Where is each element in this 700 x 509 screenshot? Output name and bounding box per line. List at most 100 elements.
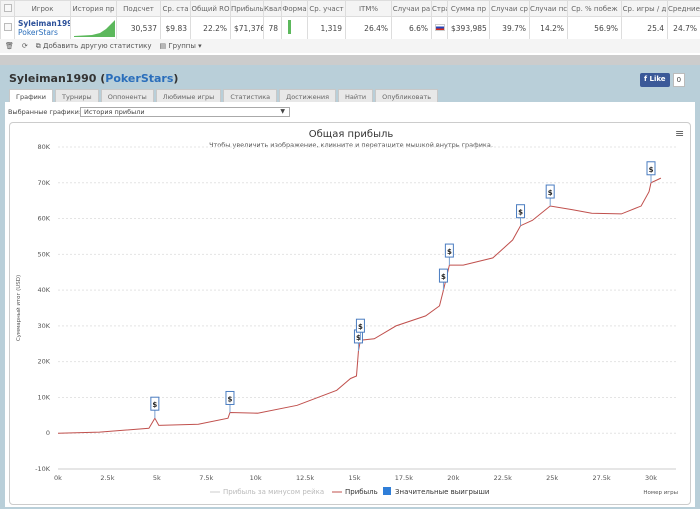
- big-win-marker: [150, 396, 160, 411]
- tab-6[interactable]: Найти: [338, 89, 374, 102]
- big-win-label: $: [447, 248, 452, 256]
- groups-button[interactable]: ▤ Группы ▾: [159, 42, 202, 50]
- big-win-marker: [444, 243, 454, 258]
- column-header[interactable]: Сумма пр: [447, 0, 490, 17]
- x-tick-label: 12.5k: [296, 474, 314, 482]
- y-tick-label: 70K: [37, 179, 50, 187]
- tab-5[interactable]: Достижения: [279, 89, 337, 102]
- big-win-label: $: [228, 395, 233, 403]
- x-axis-label: Номер игры: [643, 490, 678, 496]
- column-header[interactable]: Случаи пс: [529, 0, 568, 17]
- graph-select-label: Выбранные графики:: [8, 108, 82, 116]
- profit-chart[interactable]: Общая прибыль Чтобы увеличить изображение…: [9, 122, 691, 505]
- tab-3[interactable]: Любимые игры: [155, 89, 222, 102]
- network-link[interactable]: PokerStars: [18, 28, 58, 37]
- y-tick-label: 10K: [37, 393, 50, 401]
- column-header[interactable]: Средние/поз: [667, 0, 700, 17]
- x-tick-label: 7.5k: [199, 474, 213, 482]
- column-header[interactable]: История пр: [70, 0, 117, 17]
- network-link[interactable]: PokerStars: [105, 72, 174, 85]
- avg-pos-cell: 24.7%: [667, 16, 700, 40]
- fb-like-count: 0: [672, 73, 686, 87]
- page-title: Syleiman1990 (PokerStars): [9, 72, 179, 85]
- big-win-marker: [516, 204, 526, 219]
- chart-subtitle: Чтобы увеличить изображение, кликните и …: [209, 141, 493, 149]
- stats-toolbar: 🗑 ⟳ ⧉ Добавить другую статистику ▤ Групп…: [0, 39, 700, 53]
- big-win-label: $: [441, 273, 446, 281]
- add-stat-label: Добавить другую статистику: [43, 41, 152, 50]
- column-header[interactable]: [0, 0, 15, 17]
- big-win-label: $: [518, 209, 523, 217]
- refresh-icon[interactable]: ⟳: [21, 42, 28, 50]
- row-checkbox[interactable]: [4, 23, 12, 31]
- column-header[interactable]: Квалі: [263, 0, 282, 17]
- y-tick-label: 60K: [37, 215, 50, 223]
- x-tick-label: 15k: [348, 474, 360, 482]
- fb-like: f Like 0: [640, 73, 686, 87]
- column-header[interactable]: Подсчет: [116, 0, 161, 17]
- column-header[interactable]: Ср. участ: [307, 0, 346, 17]
- x-tick-label: 10k: [250, 474, 262, 482]
- tab-content: Выбранные графики: История прибыли ▼ Обща…: [5, 102, 695, 507]
- x-tick-label: 27.5k: [592, 474, 610, 482]
- column-header[interactable]: Ср. ста: [160, 0, 191, 17]
- x-tick-label: 30k: [645, 474, 657, 482]
- column-header[interactable]: Форма: [281, 0, 308, 17]
- roi-cell: 22.2%: [190, 16, 231, 40]
- column-header[interactable]: Случаи ср: [489, 0, 530, 17]
- column-header[interactable]: Игрок: [14, 0, 71, 17]
- rating-cell: 78: [263, 16, 282, 40]
- divider: [0, 55, 700, 65]
- player-link[interactable]: Syleiman1990: [18, 19, 70, 28]
- x-tick-label: 22.5k: [494, 474, 512, 482]
- column-header[interactable]: Общий RO: [190, 0, 231, 17]
- prize-sum-cell: $393,985: [447, 16, 490, 40]
- avg-entrants-cell: 1,319: [307, 16, 346, 40]
- tab-7[interactable]: Опубликовать: [375, 89, 439, 102]
- column-header[interactable]: ITM%: [345, 0, 392, 17]
- tab-bar: Графики Турниры Оппоненты Любимые игры Стати…: [9, 89, 439, 102]
- legend-swatch-big-wins: [383, 487, 391, 495]
- legend-big-wins: Значительные выигрыши: [395, 488, 489, 496]
- big-win-label: $: [358, 323, 363, 331]
- profit-line: [57, 177, 662, 434]
- stat-cell: 14.2%: [529, 16, 568, 40]
- tab-0[interactable]: Графики: [9, 89, 54, 102]
- fb-like-button[interactable]: f Like: [640, 73, 670, 87]
- column-header[interactable]: Ср. игры / д: [621, 0, 668, 17]
- big-win-marker: [225, 390, 235, 405]
- column-header[interactable]: Ср. % побеж: [567, 0, 622, 17]
- tab-4[interactable]: Статистика: [223, 89, 278, 102]
- select-all-checkbox[interactable]: [3, 3, 12, 12]
- games-per-day-cell: 25.4: [621, 16, 668, 40]
- x-tick-label: 2.5k: [100, 474, 114, 482]
- player-panel: Syleiman1990 (PokerStars) f Like 0 График…: [0, 65, 700, 509]
- trash-icon[interactable]: 🗑: [5, 42, 14, 50]
- column-header[interactable]: Стра: [431, 0, 448, 17]
- big-win-marker: [545, 184, 555, 199]
- column-header[interactable]: Случаи ра: [391, 0, 432, 17]
- y-tick-label: 0: [46, 429, 50, 437]
- tab-2[interactable]: Оппоненты: [100, 89, 154, 102]
- column-header[interactable]: Прибыль: [230, 0, 264, 17]
- x-tick-label: 5k: [153, 474, 161, 482]
- menu-icon[interactable]: ≡: [675, 127, 684, 140]
- table-row: Syleiman1990PokerStars 30,537 $9.83 22.2…: [0, 16, 700, 40]
- y-tick-label: -10K: [35, 465, 51, 473]
- add-stat-button[interactable]: ⧉ Добавить другую статистику: [35, 41, 152, 50]
- legend-profit: Прибыль: [345, 488, 378, 496]
- x-tick-label: 0k: [54, 474, 62, 482]
- stats-table: Игрок История пр Подсчет Ср. ста Общий RO При…: [0, 0, 700, 40]
- big-win-marker: [646, 161, 656, 176]
- big-win-label: $: [548, 189, 553, 197]
- stat-cell: 39.7%: [489, 16, 530, 40]
- y-tick-label: 40K: [37, 286, 50, 294]
- avg-beaten-cell: 56.9%: [567, 16, 622, 40]
- graph-select[interactable]: История прибыли ▼: [80, 107, 290, 117]
- history-sparkline: [74, 20, 115, 37]
- tab-1[interactable]: Турниры: [55, 89, 99, 102]
- y-tick-label: 50K: [37, 250, 50, 258]
- big-win-label: $: [356, 334, 361, 342]
- profit-cell: $71,376: [230, 16, 264, 40]
